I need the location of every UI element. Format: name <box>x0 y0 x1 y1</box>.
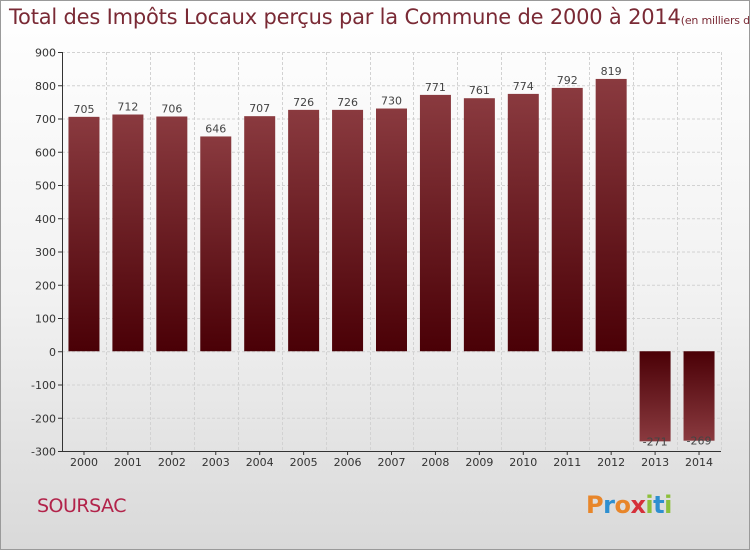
logo-letter: r <box>603 491 615 519</box>
bars <box>68 78 715 442</box>
bar-2009 <box>463 98 495 352</box>
y-tick-label: 900 <box>35 47 56 60</box>
chart-title-text: Total des Impôts Locaux perçus par la Co… <box>9 5 681 29</box>
x-tick-label: 2003 <box>202 456 230 469</box>
x-tick-label: 2007 <box>378 456 406 469</box>
x-tick-label: 2006 <box>334 456 362 469</box>
value-label-2011: 792 <box>557 74 578 87</box>
bar-2013 <box>639 351 671 442</box>
value-label-2000: 705 <box>73 103 94 116</box>
y-tick-label: 100 <box>35 313 56 326</box>
logo-letter: P <box>586 491 604 519</box>
y-tick-label: 400 <box>35 213 56 226</box>
bar-2014 <box>683 351 715 441</box>
commune-name: SOURSAC <box>37 495 126 517</box>
x-tick-label: 2005 <box>290 456 318 469</box>
bar-2007 <box>376 108 407 352</box>
chart-title: Total des Impôts Locaux perçus par la Co… <box>9 5 750 29</box>
value-label-2002: 706 <box>161 103 182 116</box>
proxiti-logo: Proxiti <box>586 491 672 519</box>
value-label-2003: 646 <box>205 122 226 135</box>
bar-2008 <box>419 94 451 352</box>
chart-title-unit: (en milliers d'€) <box>680 14 750 27</box>
bar-2001 <box>112 114 144 352</box>
bar-2002 <box>156 116 188 352</box>
axes: -300 -200 -100 0 100 200 300 400 500 600 700 800 900… <box>31 47 721 469</box>
x-tick-label: 2004 <box>246 456 274 469</box>
y-tick-label: -200 <box>31 412 56 425</box>
value-label-2013: -271 <box>643 435 668 448</box>
bar-2006 <box>332 109 364 352</box>
y-tick-label: 300 <box>35 246 56 259</box>
x-tick-label: 2008 <box>421 456 449 469</box>
x-tick-label: 2000 <box>70 456 98 469</box>
value-label-2009: 761 <box>469 84 490 97</box>
y-tick-label: -300 <box>31 446 56 459</box>
x-tick-label: 2002 <box>158 456 186 469</box>
x-tick-label: 2014 <box>685 456 713 469</box>
value-label-2005: 726 <box>293 96 314 109</box>
y-tick-label: 800 <box>35 80 56 93</box>
y-tick-label: 700 <box>35 113 56 126</box>
x-tick-label: 2011 <box>553 456 581 469</box>
y-tick-label: 600 <box>35 146 56 159</box>
bar-2000 <box>68 116 100 352</box>
value-label-2010: 774 <box>513 80 534 93</box>
bar-2004 <box>244 116 276 352</box>
bar-2005 <box>288 109 320 352</box>
x-tick-label: 2001 <box>114 456 142 469</box>
logo-letter: i <box>645 491 654 519</box>
logo-letter: x <box>630 491 646 519</box>
value-label-2012: 819 <box>601 65 622 78</box>
logo-letter: i <box>664 491 672 519</box>
bar-2012 <box>595 78 627 352</box>
x-tick-label: 2009 <box>465 456 493 469</box>
logo-letter: t <box>653 491 665 519</box>
x-tick-label: 2013 <box>641 456 669 469</box>
x-tick-label: 2012 <box>597 456 625 469</box>
value-label-2007: 730 <box>381 95 402 108</box>
value-label-2006: 726 <box>337 96 358 109</box>
x-tick-label: 2010 <box>509 456 537 469</box>
bar-2010 <box>507 93 539 352</box>
y-tick-label: -100 <box>31 379 56 392</box>
data-labels: 705 712 706 646 707 726 726 730 771 761 774 792 819 -… <box>73 65 711 448</box>
logo-letter: o <box>614 491 631 519</box>
bar-2011 <box>551 87 583 352</box>
value-label-2001: 712 <box>117 101 138 114</box>
y-tick-label: 200 <box>35 279 56 292</box>
y-tick-label: 500 <box>35 180 56 193</box>
y-tick-label: 0 <box>49 346 56 359</box>
bar-2003 <box>200 136 232 352</box>
value-label-2014: -269 <box>687 435 712 448</box>
value-label-2008: 771 <box>425 81 446 94</box>
value-label-2004: 707 <box>249 102 270 115</box>
